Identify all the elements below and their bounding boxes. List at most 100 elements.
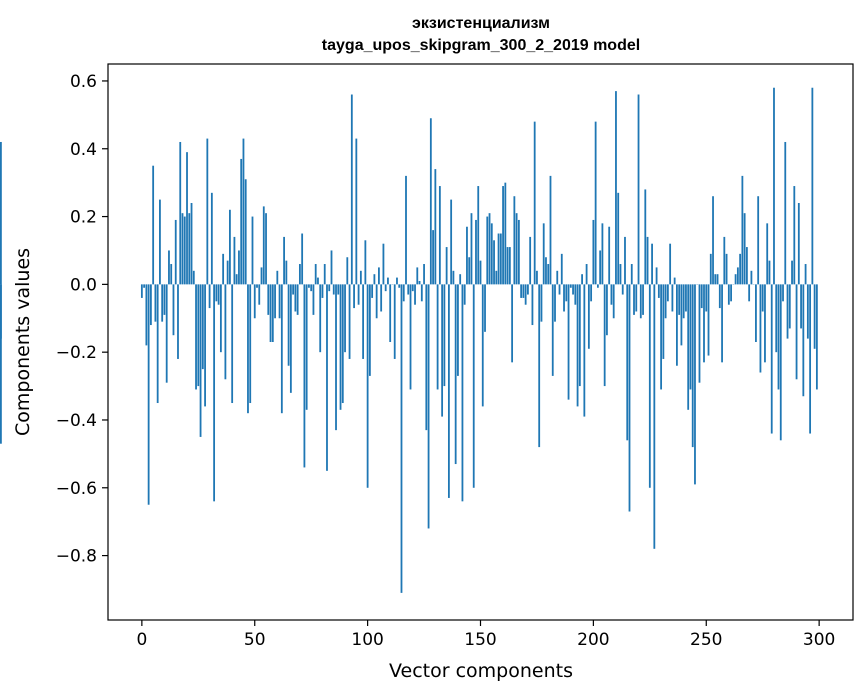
bar: [328, 284, 331, 292]
bar: [660, 284, 663, 390]
bar: [657, 284, 660, 298]
x-tick-label: 250: [690, 630, 722, 650]
bar: [314, 264, 317, 285]
x-tick-label: 50: [244, 630, 266, 650]
bar: [495, 270, 498, 285]
bar: [707, 284, 710, 356]
bar: [226, 260, 229, 285]
bar: [240, 158, 243, 285]
bar: [671, 284, 674, 312]
bar: [438, 186, 441, 285]
bar: [224, 284, 227, 380]
bar: [766, 223, 769, 285]
bar: [371, 284, 374, 298]
bar: [278, 284, 281, 319]
bar: [596, 284, 599, 288]
bar: [271, 284, 274, 342]
bar: [177, 284, 179, 359]
bar: [529, 236, 532, 285]
bar: [233, 236, 236, 285]
bar: [784, 141, 787, 285]
bar: [346, 257, 349, 285]
bar: [515, 213, 518, 285]
bar: [721, 284, 723, 363]
bar: [217, 284, 220, 305]
bar: [174, 219, 177, 285]
bar: [359, 270, 362, 285]
bar: [434, 169, 437, 285]
bar: [305, 284, 308, 410]
bar: [170, 264, 173, 285]
bar: [242, 138, 245, 285]
bar: [725, 253, 728, 285]
bar: [499, 233, 502, 285]
bar: [326, 284, 328, 471]
bar: [648, 284, 651, 488]
bar: [274, 284, 276, 319]
bar: [206, 138, 209, 285]
bar: [181, 213, 184, 285]
x-tick-label: 200: [577, 630, 609, 650]
bars-group: [0, 87, 818, 593]
bar: [432, 230, 434, 285]
bar: [628, 284, 631, 512]
bar: [387, 277, 389, 285]
bar: [296, 284, 299, 315]
bar: [472, 284, 475, 488]
bar: [603, 284, 606, 387]
bar: [253, 284, 256, 319]
bar: [806, 284, 809, 339]
bar: [249, 284, 252, 404]
bar: [258, 284, 261, 305]
bar: [630, 264, 633, 285]
bar: [481, 284, 484, 407]
bar: [269, 284, 272, 342]
bar: [639, 284, 642, 319]
bar: [581, 274, 583, 285]
bar: [183, 216, 186, 285]
bar: [161, 284, 164, 322]
bar: [267, 284, 270, 315]
bar: [698, 284, 701, 383]
bar: [673, 277, 676, 285]
bar: [238, 250, 240, 285]
bar: [457, 284, 459, 376]
bar: [585, 264, 588, 285]
bar: [470, 213, 473, 285]
bar: [612, 284, 615, 319]
bar: [619, 264, 622, 285]
bar: [380, 284, 383, 312]
bar: [145, 284, 148, 346]
bar: [319, 284, 322, 353]
bar: [149, 284, 152, 326]
bar: [154, 284, 157, 322]
bar: [809, 284, 812, 434]
bar: [617, 192, 620, 285]
bar: [791, 260, 793, 285]
bar: [533, 121, 536, 285]
bar: [748, 284, 751, 302]
bar: [761, 284, 764, 312]
bar: [484, 284, 486, 332]
bar: [350, 94, 353, 285]
bar: [436, 284, 439, 390]
bar: [700, 284, 703, 309]
bar: [229, 209, 231, 285]
bar: [152, 165, 155, 285]
bar: [382, 243, 385, 285]
bar: [262, 206, 265, 285]
bar: [409, 284, 412, 390]
bar: [283, 236, 285, 285]
bar: [567, 284, 570, 400]
bar: [569, 284, 572, 288]
bar: [745, 247, 748, 285]
bar: [506, 247, 509, 285]
y-tick-label: −0.6: [56, 479, 97, 499]
bar: [508, 247, 511, 285]
y-axis-label: Components values: [12, 248, 34, 436]
bar: [578, 284, 581, 387]
y-tick-label: −0.8: [56, 547, 97, 567]
bar: [443, 284, 446, 387]
bar: [210, 192, 213, 285]
bar: [301, 233, 304, 285]
